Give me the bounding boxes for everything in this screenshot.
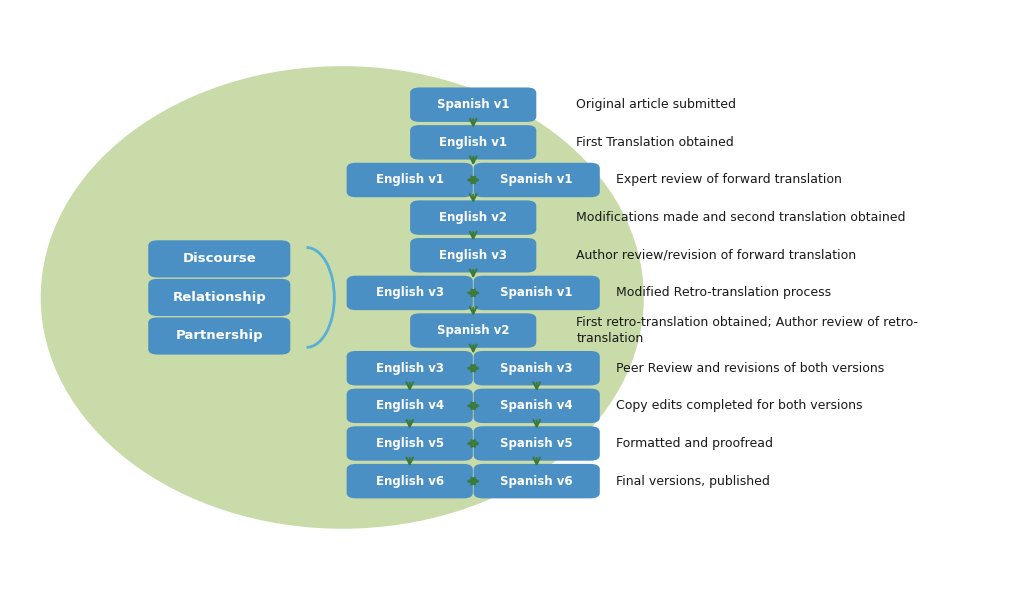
Text: Modifications made and second translation obtained: Modifications made and second translatio… bbox=[577, 211, 906, 224]
FancyBboxPatch shape bbox=[474, 163, 600, 197]
Text: Spanish v1: Spanish v1 bbox=[501, 286, 573, 299]
FancyBboxPatch shape bbox=[347, 426, 473, 461]
Text: English v1: English v1 bbox=[376, 174, 443, 187]
FancyBboxPatch shape bbox=[148, 240, 290, 277]
FancyBboxPatch shape bbox=[347, 163, 473, 197]
Text: English v6: English v6 bbox=[376, 475, 443, 488]
FancyBboxPatch shape bbox=[474, 464, 600, 498]
Text: English v4: English v4 bbox=[376, 399, 443, 412]
FancyBboxPatch shape bbox=[347, 276, 473, 310]
Text: Spanish v4: Spanish v4 bbox=[501, 399, 573, 412]
FancyBboxPatch shape bbox=[474, 351, 600, 385]
Text: English v2: English v2 bbox=[439, 211, 507, 224]
Text: Peer Review and revisions of both versions: Peer Review and revisions of both versio… bbox=[616, 362, 885, 375]
FancyBboxPatch shape bbox=[411, 125, 537, 160]
Text: Spanish v1: Spanish v1 bbox=[437, 98, 510, 111]
Ellipse shape bbox=[41, 66, 644, 529]
FancyBboxPatch shape bbox=[148, 279, 290, 316]
Text: Original article submitted: Original article submitted bbox=[577, 98, 736, 111]
Text: Spanish v3: Spanish v3 bbox=[501, 362, 573, 375]
Text: English v3: English v3 bbox=[376, 286, 443, 299]
FancyBboxPatch shape bbox=[347, 464, 473, 498]
Text: Spanish v1: Spanish v1 bbox=[501, 174, 573, 187]
Text: English v5: English v5 bbox=[376, 437, 443, 450]
FancyBboxPatch shape bbox=[474, 426, 600, 461]
Text: Relationship: Relationship bbox=[172, 291, 266, 304]
FancyBboxPatch shape bbox=[411, 313, 537, 348]
FancyBboxPatch shape bbox=[347, 351, 473, 385]
Text: Spanish v5: Spanish v5 bbox=[501, 437, 573, 450]
Text: Final versions, published: Final versions, published bbox=[616, 475, 770, 488]
FancyBboxPatch shape bbox=[411, 200, 537, 235]
Text: English v3: English v3 bbox=[376, 362, 443, 375]
Text: Partnership: Partnership bbox=[175, 329, 263, 342]
Text: First Translation obtained: First Translation obtained bbox=[577, 136, 734, 149]
Text: Spanish v6: Spanish v6 bbox=[501, 475, 573, 488]
Text: Copy edits completed for both versions: Copy edits completed for both versions bbox=[616, 399, 862, 412]
FancyBboxPatch shape bbox=[148, 317, 290, 355]
FancyBboxPatch shape bbox=[347, 389, 473, 423]
Text: Modified Retro-translation process: Modified Retro-translation process bbox=[616, 286, 831, 299]
FancyBboxPatch shape bbox=[411, 87, 537, 122]
Text: Formatted and proofread: Formatted and proofread bbox=[616, 437, 773, 450]
Text: English v1: English v1 bbox=[439, 136, 507, 149]
Text: Discourse: Discourse bbox=[182, 253, 256, 266]
FancyBboxPatch shape bbox=[474, 389, 600, 423]
Text: English v3: English v3 bbox=[439, 249, 507, 262]
Text: Author review/revision of forward translation: Author review/revision of forward transl… bbox=[577, 249, 856, 262]
FancyBboxPatch shape bbox=[411, 238, 537, 273]
Text: Spanish v2: Spanish v2 bbox=[437, 324, 510, 337]
Text: Expert review of forward translation: Expert review of forward translation bbox=[616, 174, 842, 187]
FancyBboxPatch shape bbox=[474, 276, 600, 310]
Text: First retro-translation obtained; Author review of retro-
translation: First retro-translation obtained; Author… bbox=[577, 316, 919, 345]
